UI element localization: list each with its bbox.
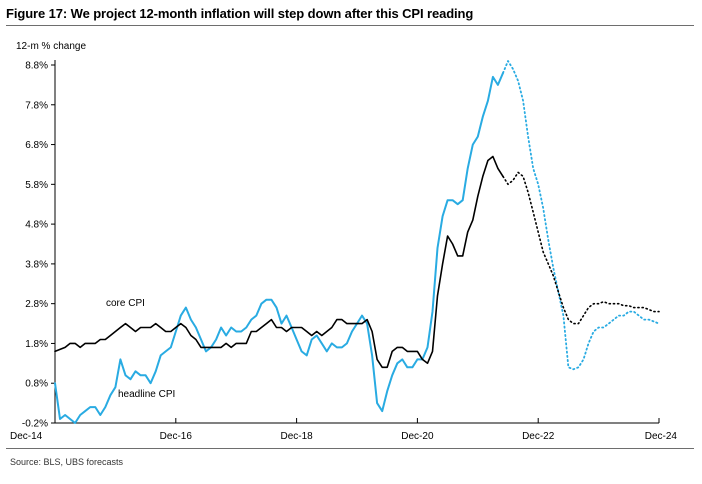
core-cpi-annotation: core CPI xyxy=(106,298,145,309)
x-tick-label: Dec-24 xyxy=(645,431,678,442)
headline-cpi-annotation: headline CPI xyxy=(118,389,175,400)
y-tick-label: 1.8% xyxy=(25,339,48,350)
x-tick-label: Dec-20 xyxy=(401,431,434,442)
y-axis-label: 12-m % change xyxy=(16,41,86,52)
y-tick-label: 0.8% xyxy=(25,379,48,390)
y-tick-label: 2.8% xyxy=(25,299,48,310)
y-tick-label: 4.8% xyxy=(25,220,48,231)
x-tick-label: Dec-16 xyxy=(160,431,193,442)
title-rule xyxy=(6,25,694,26)
core-cpi-forecast-line xyxy=(502,171,660,325)
headline-cpi-line xyxy=(54,72,504,424)
y-tick-label: 5.8% xyxy=(25,180,48,191)
y-axis: -0.2% 0.8% 1.8% 2.8% 3.8% 4.8% 5.8% 6.8% 7.8% 8.8… xyxy=(22,60,56,430)
headline-cpi-forecast-line xyxy=(502,60,660,371)
y-tick-label: 3.8% xyxy=(25,259,48,270)
y-tick-label: 7.8% xyxy=(25,100,48,111)
figure-title: Figure 17: We project 12-month inflation… xyxy=(6,6,474,21)
source-note: Source: BLS, UBS forecasts xyxy=(10,457,124,467)
x-axis: Dec-14 Dec-16 Dec-18 Dec-20 Dec-22 Dec-24 xyxy=(10,418,677,442)
bottom-rule xyxy=(6,448,694,449)
y-tick-label: 8.8% xyxy=(25,61,48,72)
y-tick-label: -0.2% xyxy=(22,419,48,430)
core-cpi-line xyxy=(54,155,504,369)
y-tick-label: 6.8% xyxy=(25,140,48,151)
series-layer xyxy=(54,60,660,424)
x-tick-label: Dec-22 xyxy=(522,431,555,442)
x-tick-label: Dec-14 xyxy=(10,431,43,442)
x-tick-label: Dec-18 xyxy=(280,431,313,442)
